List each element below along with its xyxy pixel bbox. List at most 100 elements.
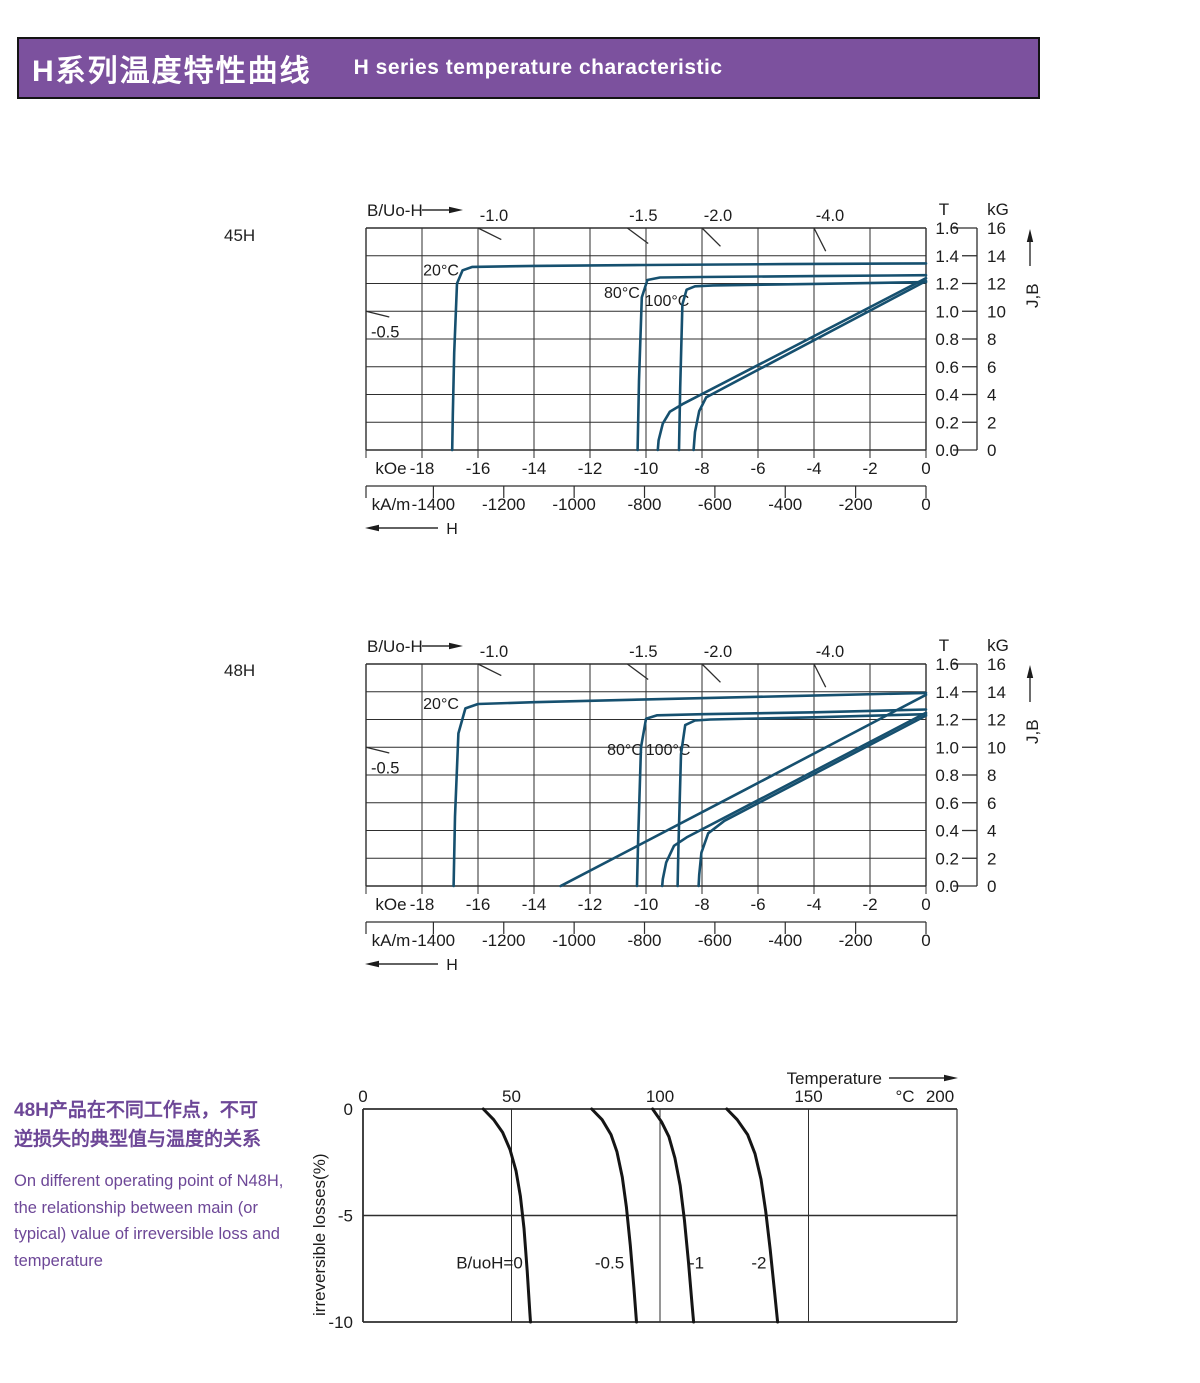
description-zh: 48H产品在不同工作点，不可 逆损失的典型值与温度的关系 xyxy=(14,1096,319,1154)
load-line-label: -4.0 xyxy=(816,643,844,661)
x-tick-label-kAm: -200 xyxy=(839,931,873,950)
jb-arrow-head xyxy=(1026,665,1034,678)
chart-45h: -18 -16 -14 -12 -10 -8 -6 -4 -2 0 kOe -1400 -1200 -10… xyxy=(365,200,1042,538)
load-line-slash xyxy=(701,227,721,247)
load-line-slash xyxy=(701,663,721,683)
x-tick-label-kOe: 0 xyxy=(921,895,930,914)
load-line-slash xyxy=(813,227,827,252)
x-tick-label-kAm: -600 xyxy=(698,931,732,950)
description-en-line: the relationship between main (or xyxy=(14,1198,258,1217)
kg-tick-label: 2 xyxy=(987,413,996,432)
kg-tick-label: 14 xyxy=(987,683,1006,702)
buoh-label: B/Uo-H xyxy=(367,201,423,220)
x-tick-label-kAm: -1000 xyxy=(552,931,595,950)
loss-x-tick-label: 200 xyxy=(926,1087,954,1106)
x-tick-label-kOe: -16 xyxy=(466,895,491,914)
description-block: 48H产品在不同工作点，不可 逆损失的典型值与温度的关系 On differen… xyxy=(14,1096,319,1274)
x-tick-label-kOe: -18 xyxy=(410,895,435,914)
loss-y-tick-label: -5 xyxy=(338,1207,353,1226)
x-tick-label-kOe: -14 xyxy=(522,459,547,478)
x-tick-label-kOe: -16 xyxy=(466,459,491,478)
kg-tick-label: 6 xyxy=(987,794,996,813)
buoh-arrow-head xyxy=(449,642,463,650)
description-en-line: temperature xyxy=(14,1251,103,1270)
loss-y-tick-label: 0 xyxy=(344,1100,353,1119)
loss-x-tick-label: 100 xyxy=(646,1087,674,1106)
loss-x-tick-label: 0 xyxy=(358,1087,367,1106)
x-tick-label-kAm: -1400 xyxy=(412,495,455,514)
t-axis-unit: T xyxy=(939,200,949,219)
load-line-label: -0.5 xyxy=(371,759,399,777)
t-tick-label: 0.4 xyxy=(935,822,959,841)
kg-tick-label: 12 xyxy=(987,275,1006,294)
loss-curve-label: -2 xyxy=(751,1253,766,1272)
x-axis-unit-kAm: kA/m xyxy=(372,495,411,514)
load-line-slash xyxy=(477,227,502,241)
kg-tick-label: 0 xyxy=(987,877,996,896)
x-tick-label-kOe: -6 xyxy=(750,459,765,478)
buoh-arrow-head xyxy=(449,206,463,214)
x-tick-label-kAm: -800 xyxy=(627,495,661,514)
t-tick-label: 0.8 xyxy=(935,330,959,349)
chart-48h: -18 -16 -14 -12 -10 -8 -6 -4 -2 0 kOe -1400 -1200 -10… xyxy=(365,636,1042,974)
x-tick-label-kOe: -10 xyxy=(634,459,659,478)
loss-curve-label: B/uoH=0 xyxy=(456,1253,523,1272)
temp-curve-label: 100°C xyxy=(645,293,690,310)
x-tick-label-kOe: -4 xyxy=(806,459,821,478)
x-tick-label-kOe: -6 xyxy=(750,895,765,914)
t-tick-label: 1.4 xyxy=(935,683,959,702)
load-line-slash xyxy=(365,310,390,318)
loss-curve--0.5 xyxy=(590,1107,638,1324)
x-tick-label-kOe: -12 xyxy=(578,895,603,914)
kg-tick-label: 10 xyxy=(987,738,1006,757)
kg-tick-label: 4 xyxy=(987,386,996,405)
kg-tick-label: 16 xyxy=(987,219,1006,238)
loss-x-axis-unit: °C xyxy=(895,1087,914,1106)
kg-tick-label: 4 xyxy=(987,822,996,841)
kg-axis-unit: kG xyxy=(987,636,1009,655)
t-tick-label: 0.0 xyxy=(935,877,959,896)
curve-j-20c xyxy=(452,691,928,888)
grade-label-45h: 45H xyxy=(224,226,256,245)
curve-b-80c xyxy=(656,276,928,452)
x-tick-label-kAm: -600 xyxy=(698,495,732,514)
t-tick-label: 1.2 xyxy=(935,711,959,730)
curve-j-100c xyxy=(676,712,928,888)
x-axis-unit-kOe: kOe xyxy=(375,459,406,478)
temp-curve-label: 80°C xyxy=(604,285,640,302)
x-tick-label-kAm: 0 xyxy=(921,931,930,950)
x-axis-unit-kOe: kOe xyxy=(375,895,406,914)
t-axis-unit: T xyxy=(939,636,949,655)
loss-curve--2 xyxy=(725,1107,780,1324)
load-line-slash xyxy=(365,746,390,754)
x-tick-label-kOe: -12 xyxy=(578,459,603,478)
kg-tick-label: 16 xyxy=(987,655,1006,674)
loss-y-axis-title: irreversible losses(%) xyxy=(310,1154,329,1316)
load-line-slash xyxy=(813,663,827,688)
kg-tick-label: 6 xyxy=(987,358,996,377)
chart-irreversible-loss: 0 50 100 150 200 °C Temperature 0 -5 -10irreversi… xyxy=(310,1069,958,1332)
curve-b-20c xyxy=(559,693,928,888)
t-tick-label: 1.6 xyxy=(935,655,959,674)
header-banner: H系列温度特性曲线 H series temperature character… xyxy=(17,37,1040,99)
load-line-label: -0.5 xyxy=(371,323,399,341)
load-line-label: -1.5 xyxy=(629,207,657,225)
t-tick-label: 1.0 xyxy=(935,738,959,757)
t-tick-label: 0.8 xyxy=(935,766,959,785)
t-tick-label: 0.6 xyxy=(935,358,959,377)
x-tick-label-kAm: -1000 xyxy=(552,495,595,514)
description-en: On different operating point of N48H, th… xyxy=(14,1168,319,1274)
load-line-label: -1.5 xyxy=(629,643,657,661)
loss-curve-label: -1 xyxy=(689,1253,704,1272)
x-tick-label-kOe: -4 xyxy=(806,895,821,914)
description-en-line: typical) value of irreversible loss and xyxy=(14,1225,280,1243)
x-tick-label-kAm: -1200 xyxy=(482,931,525,950)
t-tick-label: 1.4 xyxy=(935,247,959,266)
jb-arrow-head xyxy=(1026,229,1034,242)
x-tick-label-kOe: 0 xyxy=(921,459,930,478)
curve-j-80c xyxy=(635,708,928,888)
load-line-label: -2.0 xyxy=(704,207,732,225)
h-axis-label: H xyxy=(446,957,458,974)
curve-b-100c xyxy=(697,714,928,888)
